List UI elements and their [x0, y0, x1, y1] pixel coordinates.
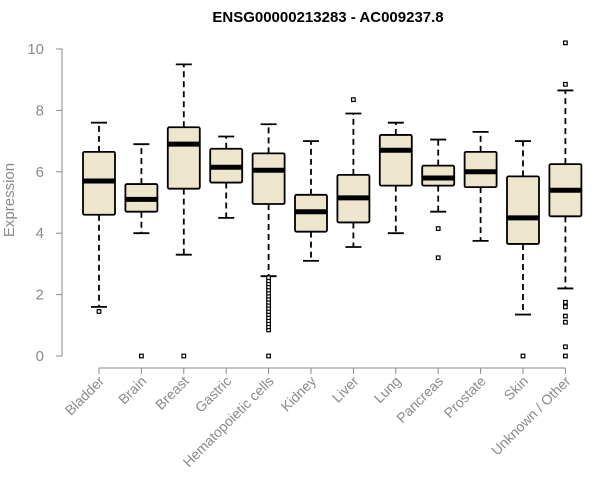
chart-title: ENSG00000213283 - AC009237.8: [212, 9, 443, 26]
axes: 0 2 4 6 8 10: [27, 41, 566, 374]
x-tick-label: Skin: [501, 373, 532, 404]
outlier-point: [562, 40, 568, 46]
y-tick-label: 4: [36, 225, 44, 242]
box-group: [124, 143, 159, 359]
x-tick-label: Pancreas: [393, 373, 446, 426]
y-tick-label: 2: [36, 287, 44, 304]
outlier-point: [562, 304, 568, 310]
outlier-point: [562, 353, 568, 359]
y-axis-label: Expression: [1, 163, 18, 237]
y-tick-label: 6: [36, 164, 44, 181]
box-group: [506, 140, 540, 359]
outlier-point: [435, 226, 441, 231]
outlier-point: [562, 299, 568, 305]
x-tick-label: Kidney: [278, 373, 320, 415]
box-iqr: [506, 175, 540, 245]
y-tick-label: 0: [36, 348, 44, 365]
x-tick-label: Breast: [152, 373, 192, 413]
box-group: [463, 130, 498, 242]
x-tick-label: Prostate: [441, 373, 489, 421]
box-iqr: [166, 126, 201, 190]
box-group: [336, 97, 371, 248]
box-group: [209, 135, 244, 219]
box-group: [548, 40, 583, 359]
box-iqr: [378, 134, 413, 187]
outlier-point: [139, 353, 144, 359]
x-tick-label: Lung: [371, 373, 404, 406]
box-group: [166, 63, 201, 359]
outlier-point: [562, 344, 568, 350]
outlier-point: [96, 309, 102, 314]
y-tick-label: 10: [27, 41, 44, 58]
x-tick-label: Liver: [329, 373, 362, 406]
x-tick-label: Unknown / Other: [488, 373, 574, 459]
outlier-point: [266, 275, 271, 281]
x-tick-label: Brain: [115, 373, 149, 407]
outlier-point: [266, 353, 271, 359]
outlier-point: [562, 319, 568, 325]
box-group: [378, 121, 413, 235]
outlier-point: [562, 81, 568, 87]
box-group: [82, 121, 116, 314]
outlier-point: [351, 97, 356, 103]
outlier-point: [181, 353, 187, 359]
outlier-point: [562, 313, 568, 319]
outlier-point: [520, 353, 526, 359]
outlier-point: [435, 255, 441, 261]
x-tick-label: Bladder: [62, 373, 108, 419]
y-tick-label: 8: [36, 102, 44, 119]
box-group: [421, 138, 456, 261]
box-group: [251, 123, 286, 359]
box-group: [294, 140, 328, 262]
box-iqr: [251, 152, 286, 205]
plot-area: [82, 40, 583, 359]
